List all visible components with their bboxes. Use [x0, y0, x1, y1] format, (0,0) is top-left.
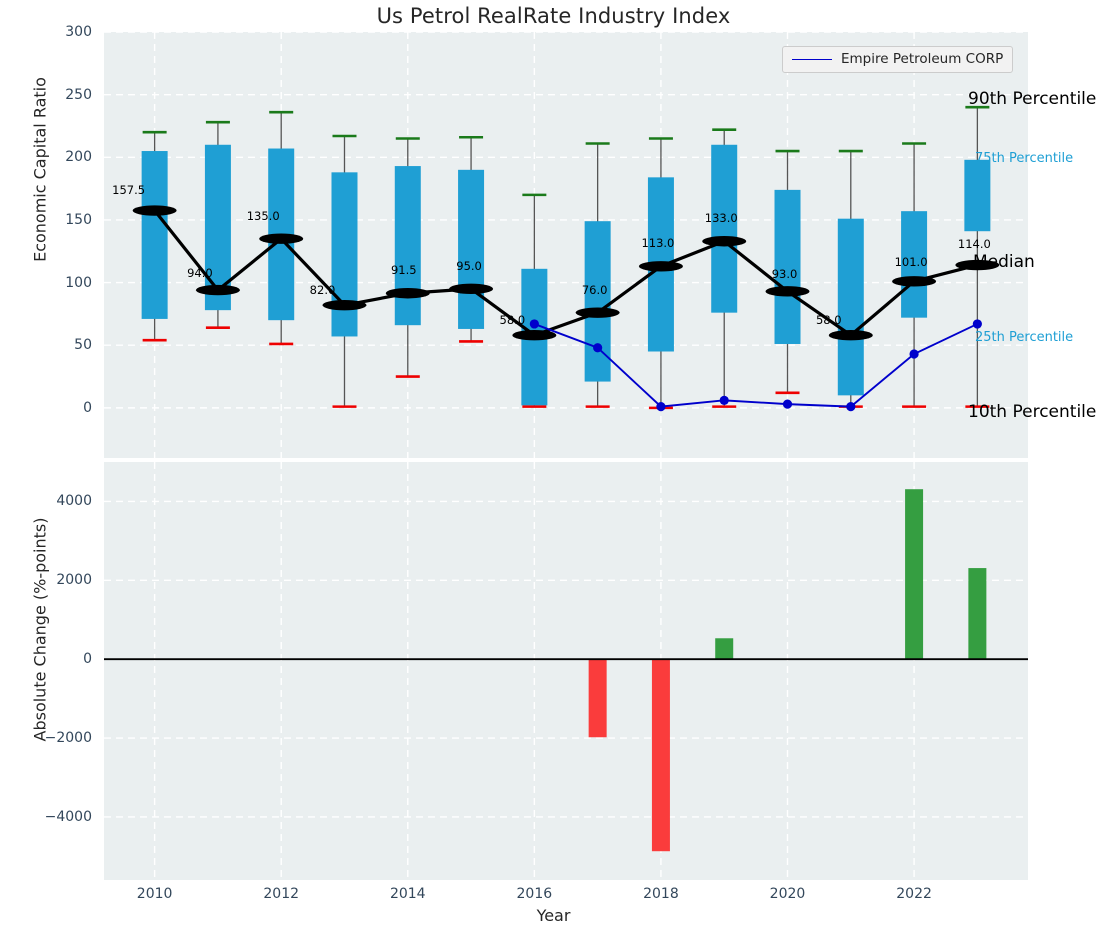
top-panel-y-tick-label: 300: [65, 24, 92, 40]
x-tick-label: 2020: [769, 886, 806, 902]
median-marker: [955, 259, 1000, 271]
median-marker: [892, 276, 937, 287]
percentile-box: [711, 144, 738, 313]
change-bar: [968, 568, 987, 660]
legend-line-swatch: [792, 58, 832, 60]
x-tick-label: 2022: [896, 886, 932, 902]
percentile-box: [774, 189, 801, 344]
company-line-point: [846, 402, 856, 412]
change-bar: [651, 659, 670, 852]
annotation-90th-percentile: 90th Percentile: [968, 89, 1097, 110]
percentile-box: [394, 166, 421, 326]
top-panel-y-tick-label: 150: [65, 211, 92, 228]
median-marker: [702, 236, 747, 247]
median-marker: [385, 288, 430, 299]
company-line-point: [656, 402, 666, 412]
company-line-point: [782, 399, 793, 409]
median-marker: [195, 284, 240, 296]
legend-label: Empire Petroleum CORP: [841, 51, 1004, 67]
bottom-panel-y-tick-label: 2000: [56, 572, 92, 589]
median-marker: [765, 286, 810, 297]
x-tick-label: 2016: [516, 886, 553, 902]
bottom-panel-y-tick-label: −2000: [44, 730, 92, 747]
company-line-point: [909, 349, 919, 359]
percentile-box: [964, 159, 991, 232]
median-value-label: 82.0: [309, 283, 336, 298]
annotation-75th-percentile: 75th Percentile: [975, 150, 1074, 166]
top-panel-background: [104, 32, 1028, 458]
x-axis-label: Year: [536, 906, 571, 925]
chart-title: Us Petrol RealRate Industry Index: [376, 4, 731, 28]
median-marker: [132, 205, 177, 216]
bottom-panel-y-tick-label: 0: [83, 651, 92, 668]
annotation-median: Median: [973, 252, 1035, 273]
median-value-label: 101.0: [894, 255, 928, 270]
top-panel-y-tick-label: 0: [83, 399, 92, 416]
company-line-point: [972, 319, 982, 329]
median-marker: [828, 330, 873, 341]
median-marker: [575, 307, 620, 318]
change-bar: [905, 489, 924, 660]
median-value-label: 133.0: [704, 211, 738, 226]
median-marker: [512, 330, 557, 341]
median-value-label: 95.0: [456, 258, 482, 273]
company-line-point: [719, 395, 729, 405]
median-marker: [638, 261, 683, 272]
bottom-panel-y-tick-label: 4000: [56, 493, 92, 510]
x-tick-label: 2014: [389, 886, 426, 902]
bottom-panel-y-tick-label: −4000: [44, 808, 92, 825]
x-tick-label: 2012: [263, 886, 300, 902]
company-line-point: [593, 343, 603, 353]
median-value-label: 135.0: [246, 208, 280, 223]
top-panel-y-tick-label: 100: [65, 274, 92, 291]
bottom-panel-background: [104, 462, 1028, 880]
annotation-10th-percentile: 10th Percentile: [968, 401, 1097, 422]
median-marker: [449, 283, 494, 295]
median-value-label: 157.5: [112, 182, 146, 197]
x-tick-label: 2018: [643, 886, 679, 902]
top-panel-y-tick-label: 50: [74, 337, 92, 354]
annotation-25th-percentile: 25th Percentile: [975, 330, 1074, 346]
top-panel-y-tick-label: 200: [65, 149, 92, 166]
percentile-box: [141, 151, 168, 319]
median-value-label: 114.0: [957, 237, 991, 252]
company-line: [534, 323, 978, 408]
company-line-point: [529, 319, 539, 329]
change-bar: [588, 659, 607, 738]
median-value-label: 113.0: [641, 236, 675, 251]
median-value-label: 58.0: [499, 313, 526, 328]
median-value-label: 94.0: [187, 266, 213, 281]
x-tick-label: 2010: [136, 886, 173, 902]
percentile-box: [458, 169, 485, 329]
median-marker: [322, 299, 367, 311]
median-value-label: 76.0: [581, 282, 608, 297]
median-value-label: 91.5: [390, 263, 417, 278]
median-value-label: 93.0: [771, 267, 798, 282]
top-panel-y-tick-label: 250: [65, 86, 92, 103]
median-connector-line: [153, 209, 978, 337]
percentile-box: [901, 211, 928, 318]
legend[interactable]: Empire Petroleum CORP: [782, 46, 1014, 73]
percentile-box: [331, 172, 358, 337]
median-value-label: 58.0: [815, 313, 842, 328]
median-marker: [259, 233, 304, 244]
percentile-box: [584, 221, 611, 382]
percentile-box: [837, 218, 864, 396]
change-bar: [715, 638, 734, 660]
